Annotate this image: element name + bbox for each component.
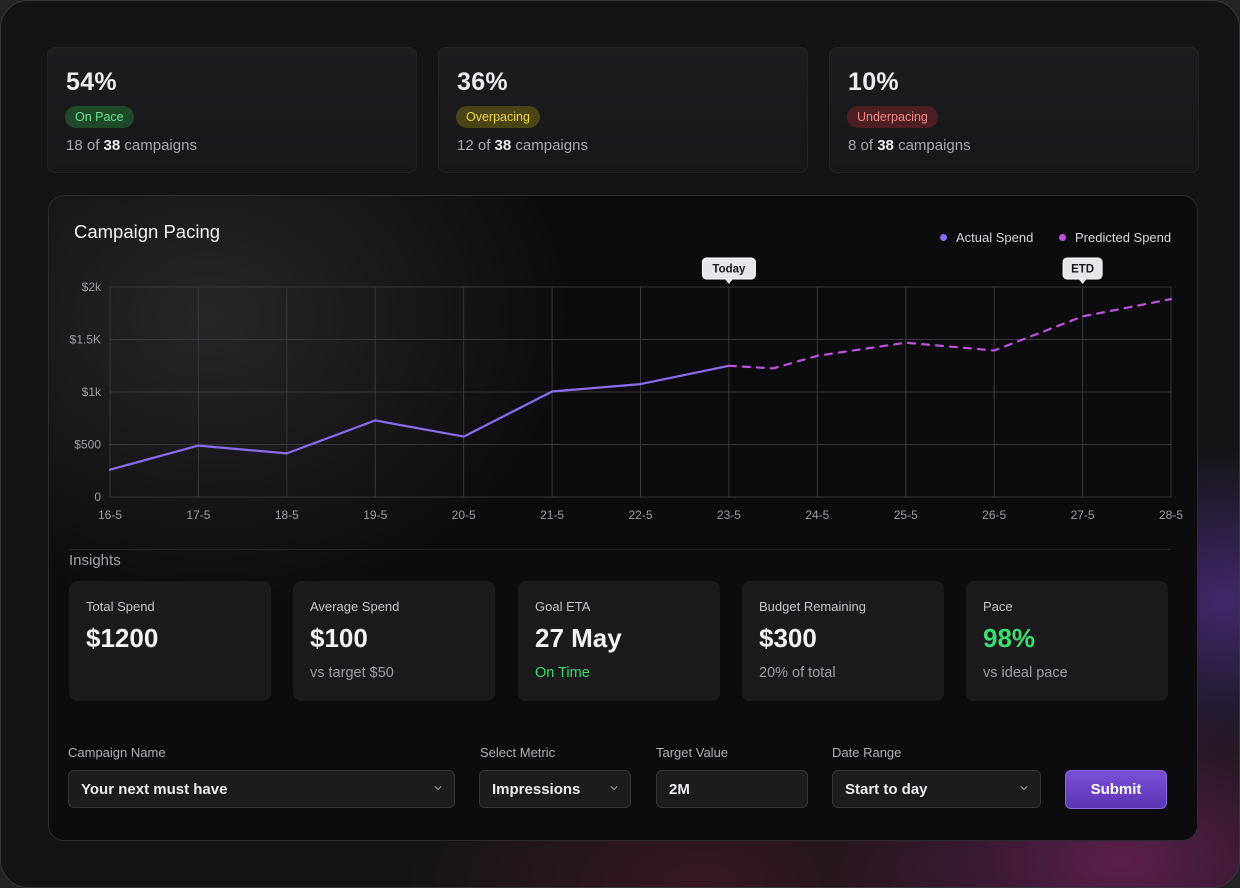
x-tick-label: 21-5 [540,508,564,522]
insight-card-budget-remaining: Budget Remaining $300 20% of total [742,581,944,701]
insight-card-average-spend: Average Spend $100 vs target $50 [293,581,495,701]
target-value-label: Target Value [656,745,729,760]
target-value-input[interactable]: 2M [656,770,808,808]
submit-button[interactable]: Submit [1065,770,1167,809]
insight-value: $1200 [86,623,159,653]
metric-value: Impressions [492,781,581,798]
chevron-down-icon [1020,786,1028,791]
insight-sub: vs target $50 [310,665,394,681]
etd-marker-pointer [1078,279,1087,284]
insight-sub: On Time [535,665,590,681]
insight-label: Budget Remaining [759,599,866,614]
insight-value: 27 May [535,623,622,653]
date-range-select[interactable]: Start to day [832,770,1041,808]
date-range-value: Start to day [845,781,928,798]
insight-label: Pace [983,599,1013,614]
campaign-name-value: Your next must have [81,781,228,798]
insight-sub: vs ideal pace [983,665,1068,681]
chevron-down-icon [434,786,442,791]
legend-label: Predicted Spend [1075,230,1172,245]
x-tick-label: 19-5 [363,508,387,522]
insight-card-goal-eta: Goal ETA 27 May On Time [518,581,720,701]
etd-marker-label: ETD [1071,264,1094,276]
target-value-text: 2M [669,781,690,798]
campaign-count: 12 of 38 campaigns [457,137,588,154]
date-range-label: Date Range [832,745,902,760]
x-tick-label: 24-5 [805,508,829,522]
legend-dot-actual-icon [940,234,947,241]
x-tick-label: 23-5 [717,508,741,522]
insight-card-pace: Pace 98% vs ideal pace [966,581,1168,701]
today-marker-label: Today [712,264,746,276]
stat-percent: 36% [457,68,508,96]
legend-predicted: Predicted Spend [1059,230,1171,245]
campaign-name-select[interactable]: Your next must have [68,770,455,808]
campaign-count: 8 of 38 campaigns [848,137,971,154]
predicted-spend-line [727,297,1173,370]
today-marker-pointer [724,279,733,284]
stat-card-on-pace: 54% On Pace 18 of 38 campaigns [47,47,417,173]
insight-label: Total Spend [86,599,155,614]
chevron-down-icon [610,786,618,791]
x-tick-label: 18-5 [275,508,299,522]
legend-dot-predicted-icon [1059,234,1066,241]
y-tick-label: 0 [94,490,101,504]
insight-value: $300 [759,623,817,653]
x-tick-label: 25-5 [894,508,918,522]
stat-card-overpacing: 36% Overpacing 12 of 38 campaigns [438,47,808,173]
section-divider [69,549,1171,550]
metric-label: Select Metric [480,745,556,760]
insights-heading: Insights [69,552,121,569]
x-tick-label: 16-5 [98,508,122,522]
insight-value: $100 [310,623,368,653]
x-tick-label: 26-5 [982,508,1006,522]
campaign-pacing-panel: Campaign Pacing Actual Spend Predicted S… [48,195,1198,841]
x-tick-label: 20-5 [452,508,476,522]
insight-label: Goal ETA [535,599,591,614]
x-tick-label: 28-5 [1159,508,1183,522]
legend-actual: Actual Spend [940,230,1033,245]
chart-title: Campaign Pacing [74,221,221,242]
x-tick-label: 27-5 [1071,508,1095,522]
x-tick-label: 17-5 [186,508,210,522]
stat-card-underpacing: 10% Underpacing 8 of 38 campaigns [829,47,1199,173]
legend-label: Actual Spend [956,230,1034,245]
metric-select[interactable]: Impressions [479,770,631,808]
stat-percent: 54% [66,68,117,96]
pacing-chart: 0 $500 $1k $1.5K $2k 16-5 17-5 18-5 19-5 20-5 21-… [70,257,1183,522]
status-badge: Overpacing [456,106,540,128]
actual-spend-line [108,364,731,471]
x-tick-label: 22-5 [628,508,652,522]
campaign-name-label: Campaign Name [68,745,166,760]
stat-percent: 10% [848,68,899,96]
y-tick-label: $1k [82,385,102,399]
y-tick-label: $1.5K [70,333,101,347]
insight-value: 98% [983,623,1036,653]
status-badge: Underpacing [847,106,938,128]
insight-card-total-spend: Total Spend $1200 [69,581,271,701]
campaign-count: 18 of 38 campaigns [66,137,197,154]
insight-sub: 20% of total [759,665,836,681]
y-tick-label: $2k [82,280,102,294]
status-badge: On Pace [65,106,134,128]
insight-label: Average Spend [310,599,400,614]
y-tick-label: $500 [74,438,101,452]
